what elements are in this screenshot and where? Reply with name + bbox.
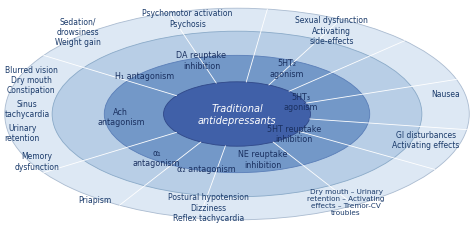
Ellipse shape <box>104 56 370 173</box>
Text: NE reuptake
inhibition: NE reuptake inhibition <box>238 150 288 169</box>
Text: DA reuptake
inhibition: DA reuptake inhibition <box>176 51 227 70</box>
Text: Psychomotor activation
Psychosis: Psychomotor activation Psychosis <box>142 9 232 28</box>
Text: Nausea: Nausea <box>431 89 460 98</box>
Text: 5HT₂
agonism: 5HT₂ agonism <box>270 59 304 78</box>
Text: Dry mouth – Urinary
retention – Activating
effects – Tremor-CV
troubles: Dry mouth – Urinary retention – Activati… <box>307 188 385 215</box>
Ellipse shape <box>52 32 422 197</box>
Text: Sexual dysfunction
Activating
side-effects: Sexual dysfunction Activating side-effec… <box>295 16 368 46</box>
Text: Urinary
retention: Urinary retention <box>5 123 40 142</box>
Text: Memory
dysfunction: Memory dysfunction <box>14 152 59 171</box>
Text: Ach
antagonism: Ach antagonism <box>97 107 145 126</box>
Ellipse shape <box>5 9 469 220</box>
Text: H₁ antagonism: H₁ antagonism <box>115 71 174 81</box>
Text: α₁
antagonism: α₁ antagonism <box>133 148 180 168</box>
Text: Traditional
antidepressants: Traditional antidepressants <box>198 104 276 125</box>
Text: 5HT₃
agonism: 5HT₃ agonism <box>284 92 318 112</box>
Text: Priapism: Priapism <box>78 195 111 204</box>
Text: Postural hypotension
Dizziness
Reflex tachycardia: Postural hypotension Dizziness Reflex ta… <box>168 192 249 222</box>
Text: 5HT reuptake
inhibition: 5HT reuptake inhibition <box>267 124 321 144</box>
Text: α₂ antagonism: α₂ antagonism <box>177 164 236 174</box>
Text: Blurred vision
Dry mouth
Constipation: Blurred vision Dry mouth Constipation <box>5 65 58 95</box>
Text: Sedation/
drowsiness
Weight gain: Sedation/ drowsiness Weight gain <box>55 17 101 47</box>
Ellipse shape <box>164 82 310 147</box>
Text: GI disturbances
Activating effects: GI disturbances Activating effects <box>392 130 460 149</box>
Text: Sinus
tachycardia: Sinus tachycardia <box>5 99 50 118</box>
